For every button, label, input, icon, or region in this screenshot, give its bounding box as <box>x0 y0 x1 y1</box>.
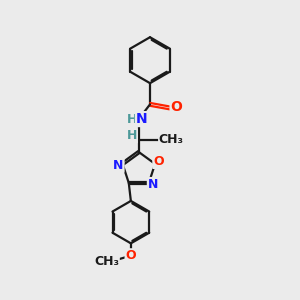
Text: N: N <box>148 178 158 191</box>
Text: N: N <box>136 112 148 126</box>
Text: N: N <box>113 159 124 172</box>
Text: H: H <box>127 129 137 142</box>
Text: CH₃: CH₃ <box>159 133 184 146</box>
Text: CH₃: CH₃ <box>94 254 119 268</box>
Text: H: H <box>127 112 137 126</box>
Text: O: O <box>153 155 164 168</box>
Text: O: O <box>125 249 136 262</box>
Text: O: O <box>171 100 182 114</box>
